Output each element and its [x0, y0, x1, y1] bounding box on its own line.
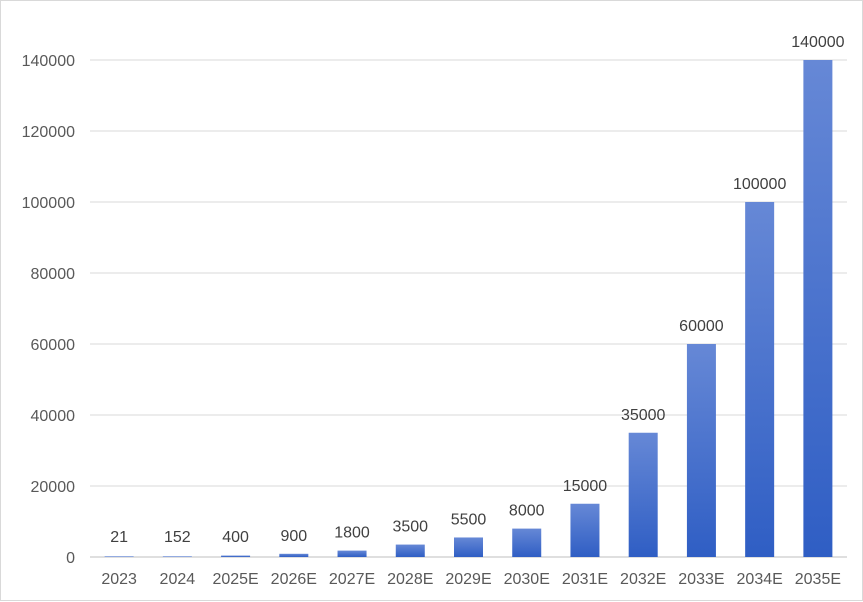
bar	[104, 556, 134, 557]
x-tick-label: 2027E	[329, 571, 375, 588]
bars	[104, 60, 833, 557]
x-tick-label: 2026E	[271, 571, 317, 588]
data-label: 400	[222, 529, 249, 546]
bar	[745, 202, 775, 557]
bar	[279, 553, 309, 557]
bar	[221, 555, 251, 557]
x-tick-label: 2025E	[212, 571, 258, 588]
y-axis-tick-labels: 0 20000 40000 60000 80000 100000 120000 140000	[22, 53, 75, 567]
y-tick-label: 0	[66, 550, 75, 567]
x-tick-label: 2031E	[562, 571, 608, 588]
x-tick-label: 2033E	[678, 571, 724, 588]
data-label: 5500	[451, 511, 487, 528]
data-label: 140000	[791, 34, 844, 51]
x-axis-tick-labels: 2023 2024 2025E 2026E 2027E 2028E 2029E 2030E 20…	[101, 571, 841, 588]
y-tick-label: 100000	[22, 195, 75, 212]
data-label: 152	[164, 529, 191, 546]
data-label: 21	[110, 529, 128, 546]
data-label: 900	[280, 528, 307, 545]
bar	[803, 60, 833, 557]
data-label: 1800	[334, 525, 370, 542]
x-tick-label: 2029E	[445, 571, 491, 588]
bar	[512, 528, 542, 557]
data-labels: 21 152 400 900 1800 3500 5500 8000 15000 35000 600…	[110, 34, 844, 546]
data-label: 8000	[509, 503, 545, 520]
y-tick-label: 20000	[31, 479, 76, 496]
x-tick-label: 2034E	[737, 571, 783, 588]
x-tick-label: 2030E	[504, 571, 550, 588]
data-label: 35000	[621, 407, 666, 424]
data-label: 15000	[563, 478, 608, 495]
x-tick-label: 2032E	[620, 571, 666, 588]
x-tick-label: 2035E	[795, 571, 841, 588]
data-label: 3500	[392, 519, 428, 536]
bar	[686, 344, 716, 557]
data-label: 60000	[679, 318, 724, 335]
y-tick-label: 120000	[22, 124, 75, 141]
x-tick-label: 2023	[101, 571, 137, 588]
bar	[337, 550, 367, 557]
bar	[454, 537, 483, 557]
y-tick-label: 60000	[31, 337, 76, 354]
data-label: 100000	[733, 176, 786, 193]
x-tick-label: 2024	[160, 571, 196, 588]
x-tick-label: 2028E	[387, 571, 433, 588]
bar	[628, 432, 658, 557]
y-tick-label: 140000	[22, 53, 75, 70]
y-tick-label: 40000	[31, 408, 76, 425]
gridlines	[90, 59, 847, 558]
bar	[162, 556, 192, 557]
bar	[395, 544, 425, 557]
bar	[570, 503, 600, 557]
y-tick-label: 80000	[31, 266, 76, 283]
